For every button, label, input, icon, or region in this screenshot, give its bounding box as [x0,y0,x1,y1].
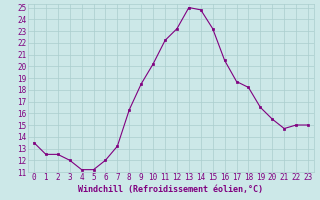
X-axis label: Windchill (Refroidissement éolien,°C): Windchill (Refroidissement éolien,°C) [78,185,263,194]
